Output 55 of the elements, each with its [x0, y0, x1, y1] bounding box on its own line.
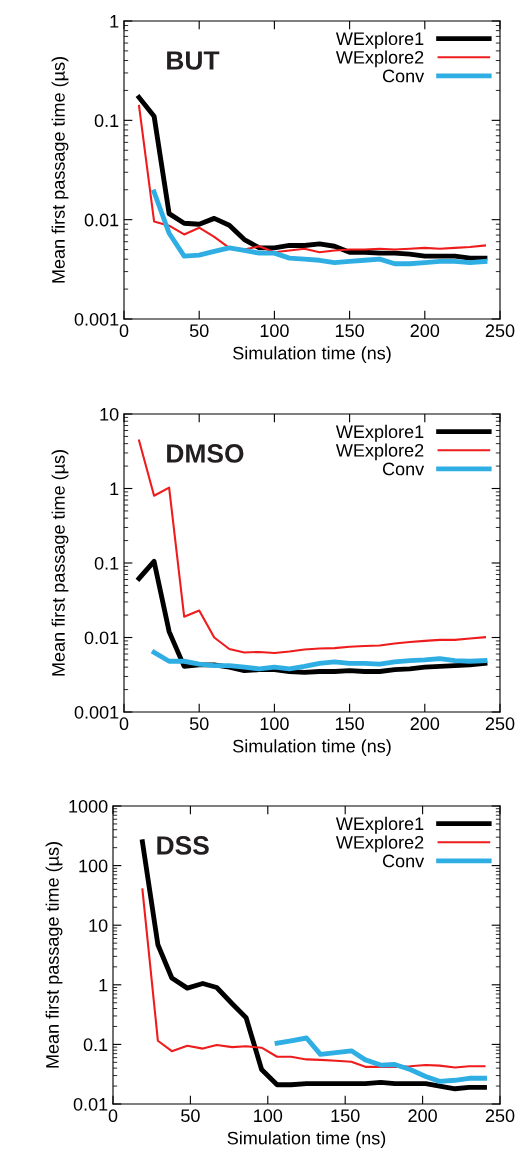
y-tick-label: 0.1	[94, 114, 119, 128]
line-series	[274, 1035, 487, 1084]
y-tick-label: 10	[100, 407, 119, 421]
x-axis-title: Simulation time (ns)	[233, 346, 391, 364]
y-tick-label: 1000	[69, 799, 108, 813]
text: BUT	[167, 51, 220, 70]
x-tick-label: 200	[408, 1109, 437, 1123]
x-tick-label: 150	[335, 717, 364, 731]
legend-label: Conv	[382, 69, 425, 83]
x-tick-label: 50	[189, 717, 209, 731]
x-tick-label: 200	[410, 324, 440, 338]
y-axis-title: Mean first passage time (µs)	[51, 450, 69, 676]
legend-label: WExplore1	[335, 424, 424, 442]
x-tick-label: 100	[254, 1109, 283, 1123]
y-tick-label: 0.01	[73, 1097, 108, 1111]
x-tick-label: 250	[485, 1109, 515, 1123]
x-tick-label: 150	[331, 1109, 360, 1123]
text: DSS	[157, 836, 209, 855]
x-tick-label: 0	[119, 324, 129, 338]
legend-label: WExplore2	[335, 443, 424, 461]
y-tick-label: 1	[99, 978, 108, 992]
y-tick-label: 0.001	[74, 312, 119, 326]
x-tick-label: 150	[335, 324, 364, 338]
legend-label: Conv	[382, 462, 425, 476]
x-tick-label: 0	[119, 717, 129, 731]
legend-label: WExplore2	[335, 835, 424, 853]
x-tick-label: 50	[189, 324, 209, 338]
y-axis-title: Mean first passage time (µs)	[45, 842, 63, 1068]
x-tick-label: 100	[260, 717, 289, 731]
y-tick-label: 0.1	[83, 1038, 108, 1052]
legend-label: WExplore1	[335, 31, 424, 49]
y-tick-label: 0.01	[84, 213, 119, 227]
x-axis-title: Simulation time (ns)	[233, 739, 391, 757]
x-tick-label: 0	[108, 1109, 118, 1123]
y-tick-label: 0.001	[74, 705, 119, 719]
y-tick-label: 0.1	[94, 556, 119, 570]
line-series	[151, 650, 488, 672]
legend-label: WExplore1	[335, 816, 424, 834]
y-tick-label: 1	[110, 15, 119, 28]
x-tick-label: 250	[485, 324, 515, 338]
x-tick-label: 100	[260, 324, 289, 338]
line-series	[141, 888, 486, 1069]
y-tick-label: 100	[79, 859, 108, 873]
legend-label: WExplore2	[335, 50, 424, 68]
line-series	[151, 189, 488, 267]
y-tick-label: 0.01	[84, 631, 119, 645]
legend-label: Conv	[382, 854, 425, 868]
y-tick-label: 10	[89, 919, 108, 932]
text: DMSO	[167, 444, 244, 463]
x-tick-label: 250	[485, 717, 515, 731]
y-tick-label: 1	[110, 482, 119, 496]
x-tick-label: 50	[181, 1109, 200, 1123]
x-axis-title: Simulation time (ns)	[227, 1131, 386, 1149]
y-axis-title: Mean first passage time (µs)	[51, 57, 69, 283]
x-tick-label: 200	[410, 717, 440, 731]
